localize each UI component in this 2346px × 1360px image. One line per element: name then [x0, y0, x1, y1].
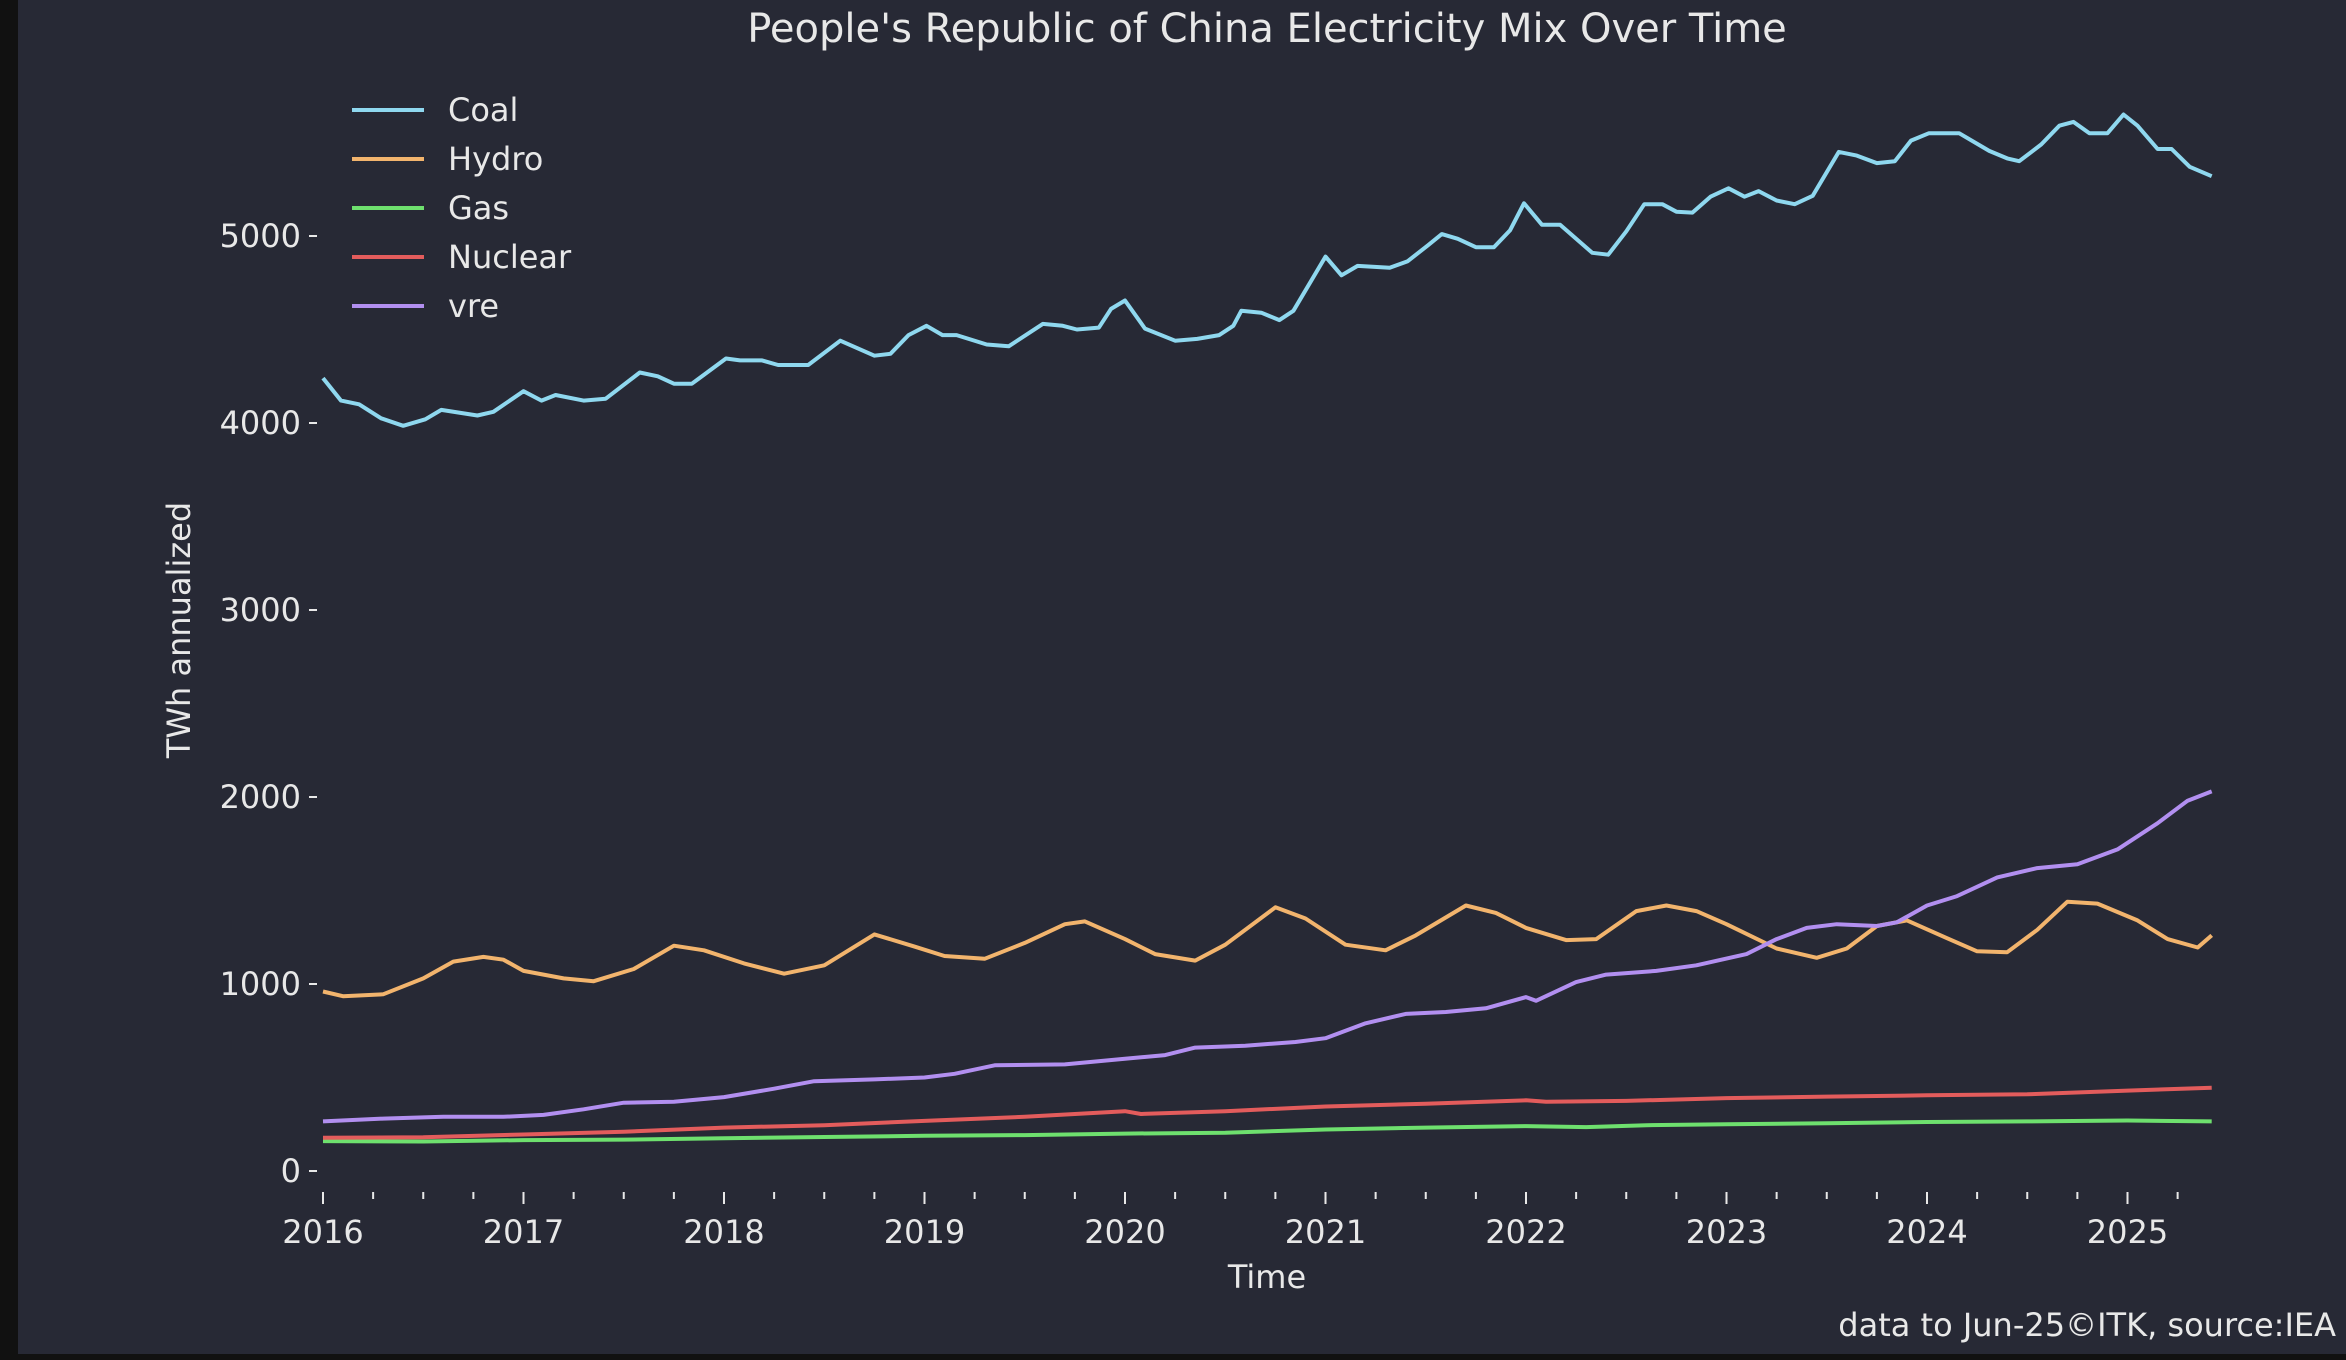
chart-title: People's Republic of China Electricity M…: [747, 6, 1787, 52]
x-axis-label: Time: [1227, 1258, 1306, 1296]
y-tick-label: 1000: [220, 965, 301, 1003]
legend-label: Nuclear: [448, 238, 572, 276]
x-tick-label: 2016: [282, 1213, 363, 1251]
y-tick-label: 5000: [220, 217, 301, 255]
series-line-vre: [322, 789, 2213, 1124]
chart-canvas: People's Republic of China Electricity M…: [18, 0, 2346, 1354]
series-line-gas: [322, 1118, 2212, 1144]
x-tick-label: 2019: [884, 1213, 965, 1251]
y-tick-label: 3000: [220, 591, 301, 629]
x-tick-label: 2022: [1485, 1213, 1566, 1251]
x-tick-label: 2018: [683, 1213, 764, 1251]
y-tick-label: 4000: [220, 404, 301, 442]
line-chart: People's Republic of China Electricity M…: [160, 6, 2336, 1344]
legend-label: Coal: [448, 91, 518, 129]
x-axis: 2016 2017 2018 2019 2020 2021 2022 2023 2024 2025: [282, 1192, 2179, 1251]
footnote: data to Jun-25©ITK, source:IEA: [1838, 1306, 2336, 1344]
series-line-coal: [321, 112, 2213, 428]
y-axis-label: TWh annualized: [160, 502, 198, 759]
x-tick-label: 2021: [1285, 1213, 1366, 1251]
series-line-hydro: [322, 899, 2214, 999]
x-tick-label: 2024: [1886, 1213, 1967, 1251]
x-tick-label: 2023: [1686, 1213, 1767, 1251]
series-lines: [321, 112, 2214, 1144]
x-tick-label: 2025: [2087, 1213, 2168, 1251]
series-line-nuclear: [322, 1085, 2212, 1140]
legend-label: Gas: [448, 189, 509, 227]
legend-label: Hydro: [448, 140, 543, 178]
y-axis: 0 1000 2000 3000 4000 5000: [220, 217, 317, 1190]
y-tick-label: 2000: [220, 778, 301, 816]
y-tick-label: 0: [281, 1152, 301, 1190]
x-tick-label: 2017: [483, 1213, 564, 1251]
x-tick-label: 2020: [1084, 1213, 1165, 1251]
legend-label: vre: [448, 287, 499, 325]
legend: Coal Hydro Gas Nuclear vre: [352, 91, 572, 325]
